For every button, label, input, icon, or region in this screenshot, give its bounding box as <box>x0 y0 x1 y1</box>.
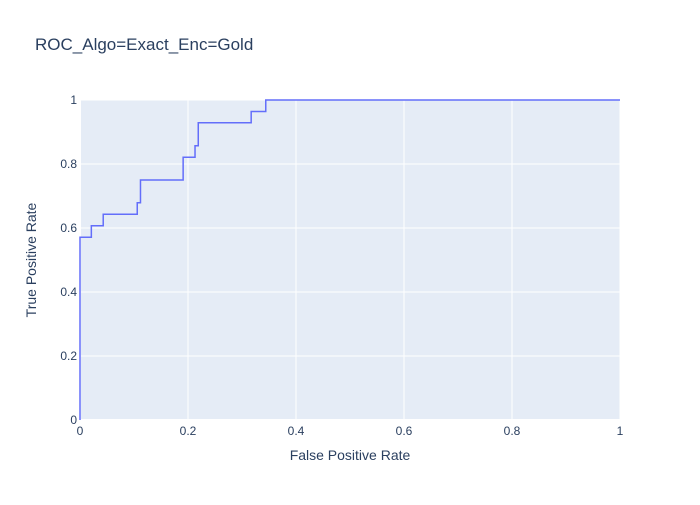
y-tick-label: 1 <box>70 93 77 107</box>
roc-curve-line <box>79 99 620 420</box>
y-tick-label: 0.8 <box>60 157 77 171</box>
x-axis-ticks: 0 0.2 0.4 0.6 0.8 1 <box>77 424 624 438</box>
x-axis-label: False Positive Rate <box>290 447 411 463</box>
y-tick-label: 0.4 <box>60 285 77 299</box>
y-tick-label: 0.2 <box>60 349 77 363</box>
y-tick-label: 0 <box>70 413 77 427</box>
x-tick-label: 0 <box>77 424 84 438</box>
x-tick-label: 0.6 <box>396 424 413 438</box>
plot-area <box>80 100 620 420</box>
x-tick-label: 1 <box>617 424 624 438</box>
x-tick-label: 0.8 <box>504 424 521 438</box>
series-layer <box>79 99 620 420</box>
x-tick-label: 0.2 <box>180 424 197 438</box>
chart-title: ROC_Algo=Exact_Enc=Gold <box>35 35 253 54</box>
y-axis-label: True Positive Rate <box>23 202 39 317</box>
y-tick-label: 0.6 <box>60 221 77 235</box>
x-tick-label: 0.4 <box>288 424 305 438</box>
y-axis-ticks: 0 0.2 0.4 0.6 0.8 1 <box>60 93 77 427</box>
